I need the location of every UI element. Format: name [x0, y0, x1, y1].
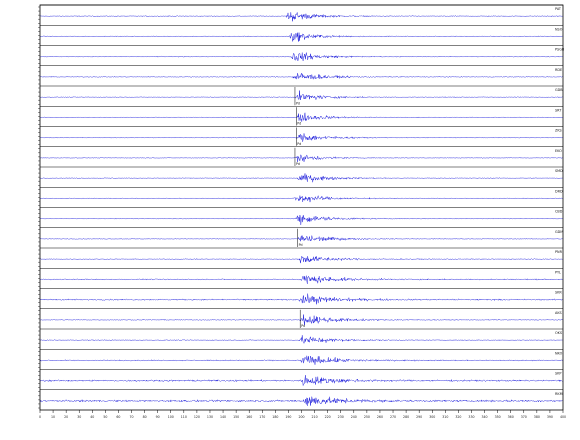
- waveform-skr: [39, 293, 563, 305]
- x-tick-label: 320: [455, 415, 461, 419]
- station-label: SKR: [555, 291, 562, 295]
- waveform-drd: [40, 194, 563, 203]
- station-label: EKO: [555, 149, 562, 153]
- x-tick-label: 140: [220, 415, 226, 419]
- waveform-zks: [39, 133, 563, 142]
- frame-layer: PAT NSO PSGB RDE GDB Pd SRT Pd ZKS Pd EKO Pd SMD DRD C…: [38, 4, 565, 411]
- x-tick-label: 210: [312, 415, 318, 419]
- waveform-pat: [39, 11, 563, 22]
- x-tick-label: 390: [547, 415, 553, 419]
- station-label: GDM: [555, 230, 563, 234]
- x-tick-label: 340: [482, 415, 488, 419]
- x-tick-label: 350: [495, 415, 501, 419]
- station-label: PNR: [555, 250, 563, 254]
- station-label: PYL: [555, 270, 561, 274]
- pick-label: Pd: [297, 142, 301, 146]
- station-label: GDB: [555, 88, 563, 92]
- x-tick-label: 160: [246, 415, 252, 419]
- station-label: SMD: [555, 169, 563, 173]
- x-tick-label: 310: [442, 415, 448, 419]
- station-label: CBD: [555, 210, 563, 214]
- x-tick-label: 360: [508, 415, 514, 419]
- waveform-srt: [39, 112, 563, 122]
- station-label: RKM: [555, 392, 563, 396]
- station-label: NKO: [555, 351, 563, 355]
- waveform-rkm: [39, 396, 563, 406]
- station-label: SKP: [555, 372, 561, 376]
- station-label: OKS: [555, 331, 562, 335]
- waveform-rde: [39, 72, 563, 80]
- station-label: AKS: [555, 311, 562, 315]
- x-tick-label: 80: [143, 415, 147, 419]
- waveform-pnr: [39, 256, 563, 264]
- traces-layer: [39, 11, 563, 406]
- x-tick-label: 190: [285, 415, 291, 419]
- x-tick-label: 220: [325, 415, 331, 419]
- station-label: NSO: [555, 27, 563, 31]
- x-tick-label: 250: [364, 415, 370, 419]
- station-label: ZKS: [555, 129, 562, 133]
- x-tick-label: 230: [338, 415, 344, 419]
- waveform-oks: [39, 335, 563, 345]
- x-tick-label: 380: [534, 415, 540, 419]
- x-tick-label: 150: [233, 415, 239, 419]
- x-tick-label: 200: [298, 415, 304, 419]
- x-tick-label: 300: [429, 415, 435, 419]
- x-tick-label: 10: [51, 415, 55, 419]
- waveform-smd: [40, 173, 563, 183]
- waveform-pyl: [39, 275, 563, 284]
- x-tick-label: 120: [194, 415, 200, 419]
- waveform-nso: [39, 32, 563, 42]
- x-tick-label: 70: [129, 415, 133, 419]
- x-tick-label: 100: [168, 415, 174, 419]
- x-tick-label: 90: [156, 415, 160, 419]
- waveform-aks: [39, 314, 563, 326]
- station-label: PAT: [555, 7, 562, 11]
- pick-label: Pd: [299, 243, 303, 247]
- x-tick-label: 240: [351, 415, 357, 419]
- station-label: DRD: [555, 189, 563, 193]
- station-label: PSGB: [555, 48, 565, 52]
- x-tick-label: 20: [64, 415, 68, 419]
- x-tick-label: 260: [377, 415, 383, 419]
- waveform-cbd: [39, 214, 563, 226]
- pick-label: Pd: [296, 162, 300, 166]
- x-tick-label: 400: [560, 415, 566, 419]
- x-tick-label: 270: [390, 415, 396, 419]
- x-axis: 0 10 20 30 40 50 60 70 80 90 100 110 120 130 140 150 160…: [39, 410, 566, 419]
- pick-label: Pd: [297, 122, 301, 126]
- pick-label: Pd: [301, 324, 305, 328]
- x-tick-label: 280: [403, 415, 409, 419]
- waveform-skp: [39, 375, 563, 386]
- x-tick-label: 290: [416, 415, 422, 419]
- station-label: RDE: [555, 68, 562, 72]
- waveform-nko: [39, 355, 563, 365]
- x-tick-label: 370: [521, 415, 527, 419]
- station-label: SRT: [555, 108, 562, 112]
- x-tick-label: 130: [207, 415, 213, 419]
- pick-label: Pd: [296, 101, 300, 105]
- x-tick-label: 330: [468, 415, 474, 419]
- x-tick-label: 40: [90, 415, 94, 419]
- x-tick-label: 110: [181, 415, 187, 419]
- x-tick-label: 50: [103, 415, 107, 419]
- x-tick-label: 60: [116, 415, 120, 419]
- x-tick-label: 0: [39, 415, 41, 419]
- waveform-eko: [39, 154, 563, 162]
- x-tick-label: 170: [259, 415, 265, 419]
- waveform-gdm: [39, 235, 563, 242]
- waveform-gdb: [39, 90, 563, 101]
- waveform-psgb: [39, 52, 563, 61]
- x-tick-label: 180: [272, 415, 278, 419]
- x-tick-label: 30: [77, 415, 81, 419]
